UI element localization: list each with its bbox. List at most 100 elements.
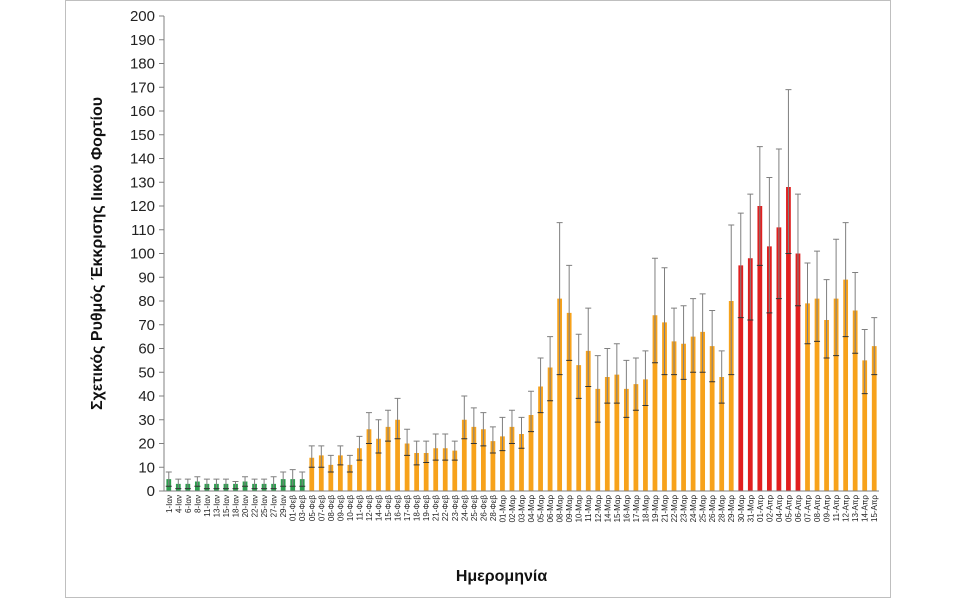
x-tick-label: 29-Μαρ [727, 495, 736, 523]
bar [547, 367, 553, 491]
x-axis-title: Ημερομηνία [456, 568, 548, 585]
bar [347, 464, 353, 491]
x-tick-label: 01-Μαρ [498, 495, 507, 523]
y-axis-title: Σχετικός Ρυθμός Έκκρισης Ιικού Φορτίου [89, 97, 106, 410]
bar [795, 253, 801, 491]
x-tick-label: 11-Ιαν [203, 495, 212, 517]
bar [385, 426, 391, 491]
y-tick-label: 110 [131, 222, 155, 239]
x-tick-label: 05-Φεβ [308, 495, 317, 522]
bar [805, 303, 810, 491]
x-tick-label: 10-Φεβ [346, 495, 355, 522]
bar [690, 336, 696, 491]
x-tick-label: 28-Φεβ [489, 495, 498, 522]
bar [318, 455, 324, 491]
bar-chart: 0 10 20 30 40 50 60 70 80 90 100 110 120 130 140 150 160… [89, 8, 879, 585]
bar [766, 246, 772, 491]
bar [623, 388, 629, 491]
x-tick-label: 19-Φεβ [422, 495, 431, 522]
bar [604, 377, 610, 491]
x-tick-label: 07-Φεβ [317, 495, 326, 522]
bar [337, 455, 343, 491]
y-tick-label: 10 [138, 459, 155, 476]
x-tick-label: 02-Απρ [765, 495, 774, 522]
y-tick-label: 150 [130, 127, 155, 144]
x-tick-label: 03-Μαρ [518, 495, 527, 523]
x-tick-label: 08-Μαρ [556, 495, 565, 523]
x-tick-label: 14-Μαρ [603, 495, 612, 523]
bar [557, 298, 563, 491]
bar [376, 438, 381, 491]
bar [528, 415, 534, 491]
x-tick-label: 17-Φεβ [403, 495, 412, 522]
bar [833, 298, 839, 491]
bar [719, 377, 725, 491]
bar [738, 265, 744, 491]
y-tick-label: 20 [138, 436, 155, 453]
x-tick-label: 14-Απρ [861, 495, 870, 522]
bar [709, 346, 715, 491]
x-tick-label: 31-Μαρ [746, 495, 755, 523]
x-tick-label: 11-Απρ [832, 495, 841, 522]
bar [414, 453, 420, 491]
bar [309, 457, 315, 491]
error-bars [165, 89, 878, 490]
x-tick-label: 4-Ιαν [174, 495, 183, 513]
x-tick-label: 27-Ιαν [270, 495, 279, 517]
bar [747, 258, 753, 491]
bar [852, 310, 858, 491]
x-tick-label: 13-Απρ [851, 495, 860, 522]
y-tick-label: 30 [138, 412, 155, 429]
x-tick-label: 01-Φεβ [289, 495, 298, 522]
x-tick-label: 04-Μαρ [527, 495, 536, 523]
bar [862, 360, 868, 491]
bar [700, 331, 706, 491]
x-tick-label: 8-Ιαν [193, 495, 202, 513]
x-tick-label: 02-Μαρ [508, 495, 517, 523]
x-tick-label: 15-Απρ [870, 495, 879, 522]
bar [643, 379, 648, 491]
y-tick-label: 50 [138, 364, 155, 381]
bar [728, 301, 734, 491]
axes [163, 16, 879, 492]
x-tick-label: 09-Φεβ [336, 495, 345, 522]
y-tick-label: 80 [138, 293, 155, 310]
x-tick-label: 08-Απρ [813, 495, 822, 522]
x-axis-ticks: 1-Ιαν 4-Ιαν 6-Ιαν 8-Ιαν 11-Ιαν 13-Ιαν 15-Ιαν 18… [165, 495, 879, 523]
bar [595, 388, 601, 491]
x-tick-label: 29-Ιαν [279, 495, 288, 517]
y-tick-label: 180 [130, 56, 155, 73]
bar [442, 448, 448, 491]
y-tick-label: 190 [130, 32, 155, 49]
y-tick-label: 140 [130, 151, 155, 168]
x-tick-label: 06-Απρ [794, 495, 803, 522]
bar [652, 315, 658, 491]
y-tick-label: 100 [130, 246, 155, 263]
x-tick-label: 15-Ιαν [222, 495, 231, 517]
bar [585, 350, 591, 491]
y-tick-label: 60 [138, 341, 155, 358]
x-tick-label: 08-Φεβ [327, 495, 336, 522]
x-tick-label: 09-Απρ [823, 495, 832, 522]
bar [357, 448, 362, 491]
x-tick-label: 21-Φεβ [432, 495, 441, 522]
x-tick-label: 18-Μαρ [641, 495, 650, 523]
x-tick-label: 11-Μαρ [584, 495, 593, 522]
x-tick-label: 05-Απρ [784, 495, 793, 522]
bar [509, 426, 515, 491]
bar [519, 434, 524, 491]
x-tick-label: 26-Φεβ [479, 495, 488, 522]
x-tick-label: 22-Ιαν [251, 495, 260, 517]
bar [461, 419, 467, 491]
x-tick-label: 30-Μαρ [737, 495, 746, 523]
bar [404, 443, 410, 491]
x-tick-label: 25-Μαρ [699, 495, 708, 523]
x-tick-label: 20-Ιαν [241, 495, 250, 517]
x-tick-label: 03-Φεβ [298, 495, 307, 522]
bar [757, 206, 763, 491]
x-tick-label: 21-Μαρ [661, 495, 670, 523]
bar [538, 386, 543, 491]
x-tick-label: 22-Μαρ [670, 495, 679, 523]
x-tick-label: 16-Μαρ [622, 495, 631, 523]
y-axis-ticks: 0 10 20 30 40 50 60 70 80 90 100 110 120 130 140 150 160… [130, 8, 164, 500]
